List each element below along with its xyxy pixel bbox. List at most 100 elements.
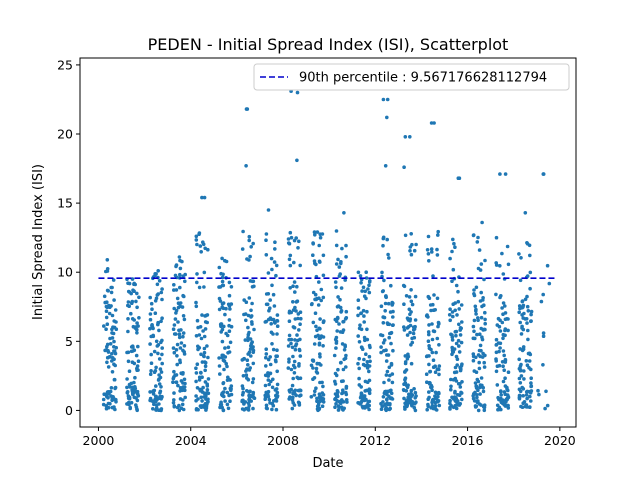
data-point — [127, 369, 132, 374]
data-point — [201, 240, 205, 244]
data-point — [459, 340, 464, 345]
data-point — [288, 253, 293, 258]
data-point — [271, 377, 275, 382]
data-point — [111, 395, 115, 399]
data-point — [109, 290, 114, 295]
data-point — [244, 318, 248, 323]
data-point — [341, 328, 346, 332]
data-point — [173, 317, 178, 321]
data-point — [131, 324, 136, 329]
data-point — [287, 333, 292, 338]
data-point — [314, 386, 318, 391]
data-point — [501, 332, 506, 337]
plot-frame — [79, 57, 577, 428]
data-point — [383, 407, 388, 412]
data-point — [181, 331, 186, 335]
data-point — [427, 390, 431, 394]
x-tick-label: 2012 — [359, 433, 391, 448]
data-point — [543, 406, 547, 411]
data-point — [471, 324, 476, 329]
data-point — [343, 343, 347, 348]
data-point — [272, 260, 277, 264]
data-point — [174, 308, 179, 313]
data-point — [449, 377, 453, 382]
data-point — [172, 323, 177, 327]
data-point — [501, 336, 505, 341]
data-point — [202, 285, 206, 289]
data-point — [503, 327, 508, 331]
data-point — [528, 270, 533, 275]
data-point — [135, 408, 139, 413]
data-point — [384, 389, 388, 394]
data-point — [294, 342, 299, 346]
data-point — [178, 272, 182, 277]
data-point — [241, 357, 246, 361]
data-point — [225, 390, 230, 395]
data-point — [199, 336, 204, 341]
data-point — [152, 402, 156, 407]
data-point — [384, 373, 389, 377]
data-point — [368, 359, 372, 364]
data-point — [458, 382, 462, 386]
data-point — [291, 300, 295, 304]
data-point — [245, 107, 250, 111]
data-point — [159, 319, 163, 324]
data-point — [528, 286, 532, 291]
data-point — [245, 376, 249, 380]
data-point — [160, 346, 164, 350]
data-point — [517, 310, 521, 315]
data-point — [389, 363, 394, 367]
data-point — [251, 361, 256, 366]
data-point — [197, 375, 202, 380]
data-point — [221, 381, 226, 385]
data-point — [479, 376, 484, 380]
data-point — [292, 403, 297, 407]
data-point — [137, 316, 141, 320]
data-point — [333, 405, 337, 410]
data-point — [367, 354, 372, 359]
data-point — [481, 405, 486, 409]
data-point — [525, 274, 530, 278]
data-point — [408, 135, 412, 139]
data-point — [313, 311, 318, 316]
data-point — [196, 344, 200, 349]
data-point — [109, 386, 114, 390]
data-point — [404, 294, 409, 298]
data-point — [244, 406, 249, 411]
data-point — [160, 338, 164, 343]
data-point — [148, 326, 152, 331]
data-point — [402, 382, 406, 387]
data-point — [248, 347, 253, 351]
data-point — [523, 297, 528, 302]
data-point — [250, 279, 255, 284]
data-point — [248, 337, 253, 341]
data-point — [450, 279, 454, 284]
data-point — [386, 301, 391, 306]
data-point — [433, 390, 438, 395]
data-point — [385, 369, 390, 374]
data-point — [148, 372, 153, 377]
data-point — [503, 384, 508, 388]
data-point — [150, 323, 154, 327]
data-point — [286, 344, 291, 348]
data-point — [521, 316, 525, 320]
data-point — [160, 287, 164, 291]
data-point — [291, 284, 295, 289]
data-point — [112, 349, 116, 353]
data-point — [528, 405, 532, 409]
data-point — [133, 282, 137, 287]
data-point — [365, 327, 369, 332]
data-point — [360, 404, 365, 409]
data-point — [197, 378, 202, 382]
data-point — [363, 379, 368, 384]
data-point — [496, 395, 500, 400]
data-point — [196, 407, 200, 412]
data-point — [247, 234, 252, 239]
data-point — [159, 370, 164, 374]
data-point — [220, 283, 225, 288]
data-point — [157, 382, 162, 386]
data-point — [224, 331, 228, 336]
data-point — [175, 362, 179, 367]
data-point — [385, 397, 389, 402]
data-point — [264, 232, 269, 236]
